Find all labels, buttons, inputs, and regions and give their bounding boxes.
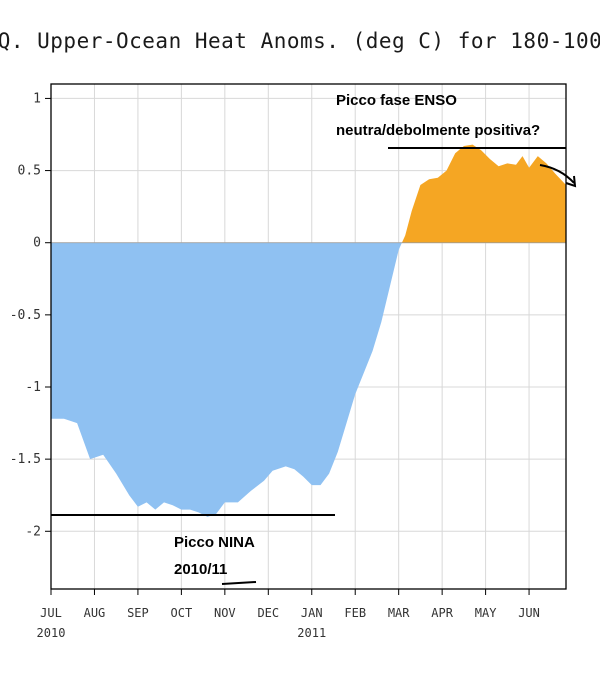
annotation-enso: Picco fase ENSO neutra/debolmente positi… bbox=[336, 92, 577, 188]
ytick-label-4: -1 bbox=[25, 380, 41, 395]
xtick-label-5: DEC bbox=[257, 606, 279, 620]
data-area bbox=[51, 144, 566, 517]
ytick-label-5: -1.5 bbox=[10, 452, 41, 467]
x-axis: JUL 2010 AUG SEP OCT NOV DEC JAN 2011 FEB MAR APR MA… bbox=[37, 589, 540, 640]
xtick-year-6: 2011 bbox=[297, 626, 326, 640]
annotation-enso-arrowhead bbox=[565, 175, 577, 188]
annotation-nina-underline bbox=[221, 581, 257, 585]
xtick-label-6: JAN bbox=[301, 606, 323, 620]
ytick-label-6: -2 bbox=[25, 524, 41, 539]
xtick-label-10: MAY bbox=[475, 606, 497, 620]
chart-title: EQ. Upper-Ocean Heat Anoms. (deg C) for … bbox=[0, 29, 600, 53]
xtick-label-7: FEB bbox=[344, 606, 366, 620]
negative-anomaly-area-0 bbox=[51, 242, 402, 517]
ytick-label-3: -0.5 bbox=[10, 308, 41, 323]
xtick-label-0: JUL bbox=[40, 606, 62, 620]
xtick-label-3: OCT bbox=[171, 606, 193, 620]
annotation-enso-arrow bbox=[539, 164, 575, 184]
positive-anomaly-area-1 bbox=[401, 144, 566, 243]
annotation-nina: Picco NINA 2010/11 bbox=[51, 514, 335, 585]
xtick-label-8: MAR bbox=[388, 606, 410, 620]
ytick-label-2: 0 bbox=[33, 236, 41, 251]
xtick-label-11: JUN bbox=[518, 606, 540, 620]
y-axis: 1 0.5 0 -0.5 -1 -1.5 -2 bbox=[10, 91, 51, 539]
xtick-label-9: APR bbox=[431, 606, 453, 620]
annotation-nina-line1: Picco NINA bbox=[174, 534, 255, 551]
ytick-label-0: 1 bbox=[33, 91, 41, 106]
xtick-label-1: AUG bbox=[84, 606, 106, 620]
annotation-enso-line2: neutra/debolmente positiva? bbox=[336, 122, 540, 139]
annotation-nina-line2: 2010/11 bbox=[174, 561, 227, 578]
xtick-label-4: NOV bbox=[214, 606, 236, 620]
plot-frame bbox=[50, 83, 567, 590]
ytick-label-1: 0.5 bbox=[18, 164, 41, 179]
xtick-label-2: SEP bbox=[127, 606, 149, 620]
xtick-year-0: 2010 bbox=[37, 626, 66, 640]
annotation-enso-line1: Picco fase ENSO bbox=[336, 92, 457, 109]
